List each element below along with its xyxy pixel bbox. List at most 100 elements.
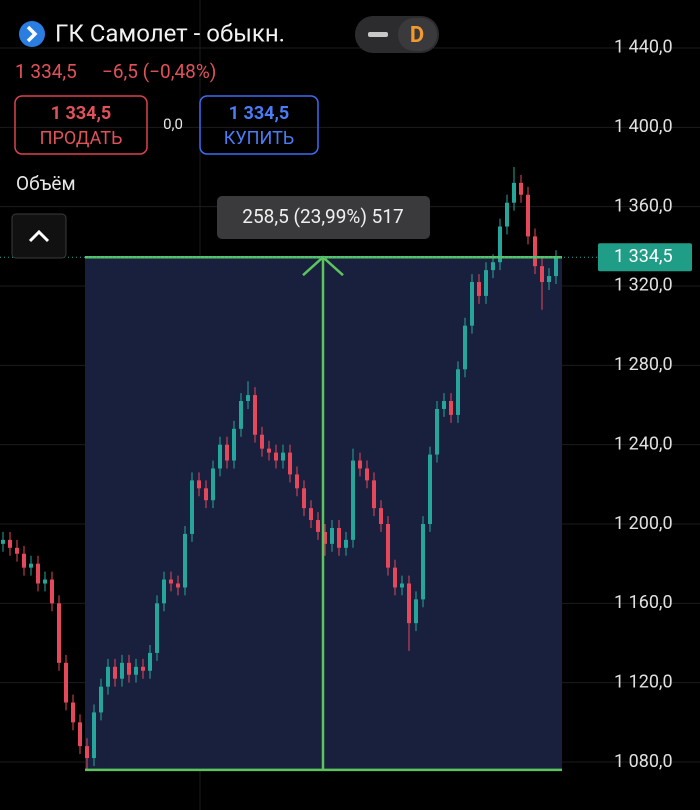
- header: ГК Самолет - обыкн. D 1 334,5 −6,5 (−0,4…: [11, 16, 439, 259]
- candle-body: [274, 452, 278, 461]
- candle-body: [505, 202, 509, 227]
- candle-body: [232, 428, 236, 461]
- candle-body: [57, 603, 61, 663]
- expand-icon[interactable]: [28, 229, 50, 243]
- candle-body: [449, 401, 453, 415]
- candle-body: [400, 583, 404, 588]
- y-tick-label: 1 240,0: [614, 433, 673, 454]
- buy-button[interactable]: [199, 95, 319, 155]
- candle-body: [141, 666, 145, 671]
- candle-body: [204, 488, 208, 501]
- expand-button[interactable]: [11, 213, 67, 259]
- y-tick-label: 1 200,0: [614, 513, 673, 534]
- candle-body: [302, 488, 306, 509]
- candle-body: [50, 579, 54, 604]
- candle-body: [64, 662, 68, 703]
- candle-body: [1, 539, 5, 544]
- candle-body: [169, 579, 173, 584]
- candle-body: [512, 182, 516, 203]
- candle-body: [463, 325, 467, 370]
- candle-body: [498, 226, 502, 263]
- price: 1 334,5: [15, 60, 77, 83]
- buy-price[interactable]: 1 334,5: [229, 103, 290, 124]
- candle-body: [442, 401, 446, 409]
- candle-body: [484, 270, 488, 296]
- y-tick-label: 1 360,0: [614, 195, 673, 216]
- title: ГК Самолет - обыкн.: [55, 19, 285, 47]
- collapse-icon[interactable]: [368, 32, 388, 37]
- candle-body: [15, 547, 19, 554]
- candle-body: [519, 182, 523, 195]
- sell-button[interactable]: [14, 95, 148, 155]
- y-tick-label: 1 120,0: [614, 671, 673, 692]
- measure-label: 258,5 (23,99%) 517: [242, 205, 403, 228]
- y-tick-label: 1 400,0: [614, 116, 673, 137]
- sell-price[interactable]: 1 334,5: [51, 103, 112, 124]
- candle-body: [372, 480, 376, 509]
- candle-body: [148, 652, 152, 671]
- candle-body: [288, 452, 292, 475]
- candle-body: [526, 194, 530, 237]
- candle-body: [120, 662, 124, 679]
- candle-body: [92, 712, 96, 759]
- candle-body: [267, 448, 271, 453]
- candle-body: [99, 686, 103, 713]
- candle-body: [407, 583, 411, 624]
- candle-body: [281, 452, 285, 461]
- logo: [19, 21, 45, 47]
- candle-body: [211, 468, 215, 501]
- candle-body: [379, 508, 383, 525]
- candle-body: [127, 662, 131, 675]
- candle-body: [197, 480, 201, 489]
- candle-body: [36, 563, 40, 584]
- candle-body: [477, 282, 481, 296]
- candle-body: [393, 567, 397, 588]
- measure-tooltip: [217, 196, 430, 239]
- candle-body: [547, 276, 551, 283]
- candle-body: [162, 579, 166, 604]
- candle-body: [43, 579, 47, 584]
- candle-body: [106, 666, 110, 687]
- candle-body: [435, 408, 439, 455]
- y-tick-label: 1 320,0: [614, 275, 673, 296]
- candle-body: [22, 553, 26, 568]
- interval[interactable]: D: [410, 23, 424, 48]
- candle-body: [29, 563, 33, 568]
- candle-body: [337, 527, 341, 548]
- buy-label[interactable]: КУПИТЬ: [224, 128, 294, 149]
- candle-body: [71, 702, 75, 723]
- candle-body: [218, 444, 222, 469]
- y-tick-label: 1 280,0: [614, 354, 673, 375]
- candle-body: [330, 527, 334, 544]
- y-tick-label: 1 080,0: [614, 751, 673, 772]
- candle-body: [225, 444, 229, 461]
- candle-body: [176, 583, 180, 588]
- candle-body: [386, 524, 390, 568]
- candle-body: [253, 395, 257, 435]
- candle-body: [414, 599, 418, 624]
- candle-body: [190, 480, 194, 534]
- volume-label[interactable]: Объём: [16, 172, 76, 195]
- logo-mark: [26, 25, 38, 43]
- candle-body: [309, 508, 313, 521]
- spread: 0,0: [163, 115, 183, 133]
- candle-body: [316, 520, 320, 532]
- candle-body: [85, 746, 89, 759]
- interval-chip[interactable]: [398, 18, 437, 51]
- candle-body: [491, 262, 495, 271]
- candle-body: [239, 401, 243, 429]
- y-tick-label: 1 440,0: [614, 37, 673, 58]
- last-price-box: [598, 243, 692, 272]
- candle-body: [323, 531, 327, 544]
- candle-body: [554, 257, 558, 277]
- candle-body: [183, 533, 187, 588]
- y-tick-label: 1 160,0: [614, 592, 673, 613]
- change: −6,5 (−0,48%): [102, 60, 216, 83]
- candle-body: [421, 524, 425, 600]
- candle-body: [456, 369, 460, 415]
- sell-label[interactable]: ПРОДАТЬ: [40, 128, 123, 149]
- candle-body: [365, 468, 369, 481]
- candle-body: [533, 236, 537, 267]
